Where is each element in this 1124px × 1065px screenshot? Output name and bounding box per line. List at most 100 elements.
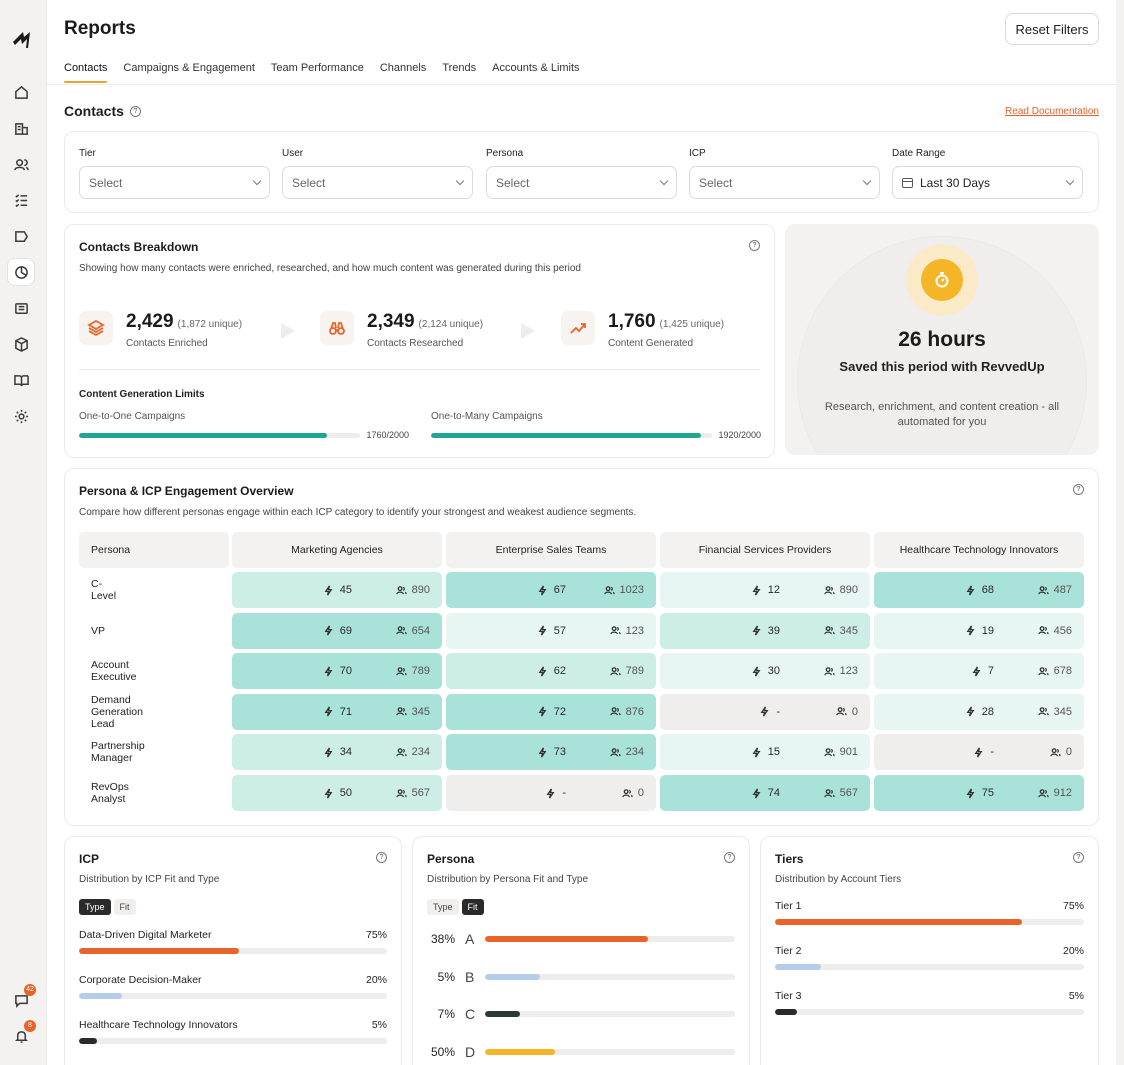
- engagement-cell[interactable]: 7 678: [874, 653, 1084, 690]
- tier-select[interactable]: Select: [79, 166, 270, 199]
- engagement-cell[interactable]: 75 912: [874, 775, 1084, 811]
- column-header: Marketing Agencies: [232, 532, 442, 568]
- toggle-fit[interactable]: Fit: [113, 899, 136, 915]
- engagement-cell[interactable]: 19 456: [874, 612, 1084, 649]
- read-documentation-link[interactable]: Read Documentation: [1005, 106, 1099, 117]
- book-icon[interactable]: [8, 367, 34, 393]
- toggle-type[interactable]: Type: [427, 899, 459, 915]
- tab-campaigns-engagement[interactable]: Campaigns & Engagement: [123, 62, 255, 74]
- engagement-value: 73: [537, 746, 566, 758]
- flag-icon[interactable]: [8, 223, 34, 249]
- users-icon: [836, 707, 847, 716]
- rocket-icon: [760, 706, 769, 717]
- distribution-fill: [79, 993, 123, 999]
- persona-select[interactable]: Select: [486, 166, 677, 199]
- engagement-cell[interactable]: 57 123: [446, 612, 656, 649]
- engagement-cell[interactable]: 28 345: [874, 693, 1084, 730]
- help-icon[interactable]: ?: [724, 852, 735, 863]
- engagement-value: 15: [751, 746, 780, 758]
- engagement-cell[interactable]: -0: [446, 775, 656, 811]
- engagement-cell[interactable]: 39 345: [660, 612, 870, 649]
- arrow-icon: [521, 323, 535, 339]
- tab-accounts-limits[interactable]: Accounts & Limits: [492, 62, 580, 74]
- icp-select[interactable]: Select: [689, 166, 880, 199]
- tab-trends[interactable]: Trends: [442, 62, 477, 74]
- users-icon[interactable]: [8, 151, 34, 177]
- home-icon[interactable]: [8, 79, 34, 105]
- distribution-fill: [485, 973, 540, 980]
- toggle-type[interactable]: Type: [79, 899, 111, 915]
- distribution-percent: 5%: [437, 969, 455, 984]
- checklist-icon[interactable]: [8, 187, 34, 213]
- users-icon: [395, 666, 407, 676]
- engagement-value: 28: [965, 706, 994, 718]
- filter-tier: Tier Select: [79, 148, 270, 199]
- bell-icon[interactable]: 8: [8, 1020, 36, 1049]
- engagement-cell[interactable]: 74 567: [660, 775, 870, 811]
- stat-unique: (2,124 unique): [418, 319, 484, 330]
- limit-progress-fill: [431, 432, 702, 438]
- users-icon: [395, 626, 407, 635]
- engagement-cell[interactable]: 50 567: [232, 775, 442, 811]
- engagement-cell[interactable]: 69 654: [232, 612, 442, 649]
- distribution-bar: [775, 1009, 1084, 1015]
- page-title: Reports: [64, 18, 136, 39]
- box-icon[interactable]: [8, 331, 34, 357]
- rocket-icon: [752, 625, 761, 636]
- distribution-fill: [775, 964, 822, 970]
- engagement-cell[interactable]: 30 123: [660, 653, 870, 690]
- logo-icon[interactable]: [10, 28, 34, 52]
- engagement-cell[interactable]: -0: [660, 693, 870, 730]
- tab-contacts[interactable]: Contacts: [64, 62, 108, 83]
- distribution-label: Healthcare Technology Innovators: [79, 1019, 238, 1031]
- users-icon: [1037, 788, 1049, 797]
- chevron-down-icon: [1065, 176, 1075, 186]
- engagement-cell[interactable]: 67 1023: [446, 572, 656, 608]
- select-value: Select: [292, 175, 326, 190]
- engagement-cell[interactable]: 73 234: [446, 734, 656, 771]
- engagement-cell[interactable]: -0: [874, 734, 1084, 771]
- filter-user: User Select: [282, 148, 473, 199]
- engagement-cell[interactable]: 45 890: [232, 572, 442, 608]
- people-count: 234: [609, 746, 644, 758]
- messages-icon[interactable]: 42: [8, 984, 36, 1013]
- distribution-fill: [775, 919, 1023, 925]
- tab-team-performance[interactable]: Team Performance: [270, 62, 364, 74]
- help-icon[interactable]: ?: [1073, 852, 1084, 863]
- gear-icon[interactable]: [8, 403, 34, 429]
- tab-channels[interactable]: Channels: [379, 62, 427, 74]
- chevron-down-icon: [455, 176, 465, 186]
- user-select[interactable]: Select: [282, 166, 473, 199]
- newspaper-icon[interactable]: [8, 295, 34, 321]
- pie-chart-icon[interactable]: [8, 259, 34, 285]
- trend-arrow-icon: [561, 311, 595, 345]
- engagement-cell[interactable]: 62 789: [446, 653, 656, 690]
- rocket-icon: [324, 788, 333, 798]
- fit-letter: A: [465, 931, 475, 947]
- help-icon[interactable]: ?: [1073, 484, 1084, 495]
- engagement-value: 67: [537, 584, 566, 596]
- engagement-cell[interactable]: 68 487: [874, 572, 1084, 608]
- binoculars-icon: [320, 311, 354, 345]
- limits-title: Content Generation Limits: [79, 389, 205, 400]
- toggle-fit[interactable]: Fit: [461, 899, 484, 915]
- engagement-cell[interactable]: 12 890: [660, 572, 870, 608]
- limit-value: 1920/2000: [718, 430, 761, 440]
- arrow-icon: [281, 323, 295, 339]
- reset-filters-button[interactable]: Reset Filters: [1005, 13, 1099, 45]
- people-count: 0: [622, 787, 644, 799]
- engagement-cell[interactable]: 70 789: [232, 653, 442, 690]
- engagement-cell[interactable]: 71 345: [232, 693, 442, 730]
- people-count: 345: [823, 625, 858, 637]
- help-icon[interactable]: ?: [376, 852, 387, 863]
- row-label-persona: Demand Generation Lead: [91, 693, 143, 730]
- people-count: 912: [1037, 787, 1072, 799]
- help-icon[interactable]: ?: [749, 240, 760, 251]
- help-icon[interactable]: ?: [129, 105, 141, 117]
- engagement-cell[interactable]: 72 876: [446, 693, 656, 730]
- people-count: 123: [609, 625, 644, 637]
- date-range-select[interactable]: Last 30 Days: [892, 166, 1083, 199]
- engagement-cell[interactable]: 34 234: [232, 734, 442, 771]
- engagement-cell[interactable]: 15 901: [660, 734, 870, 771]
- building-icon[interactable]: [8, 115, 34, 141]
